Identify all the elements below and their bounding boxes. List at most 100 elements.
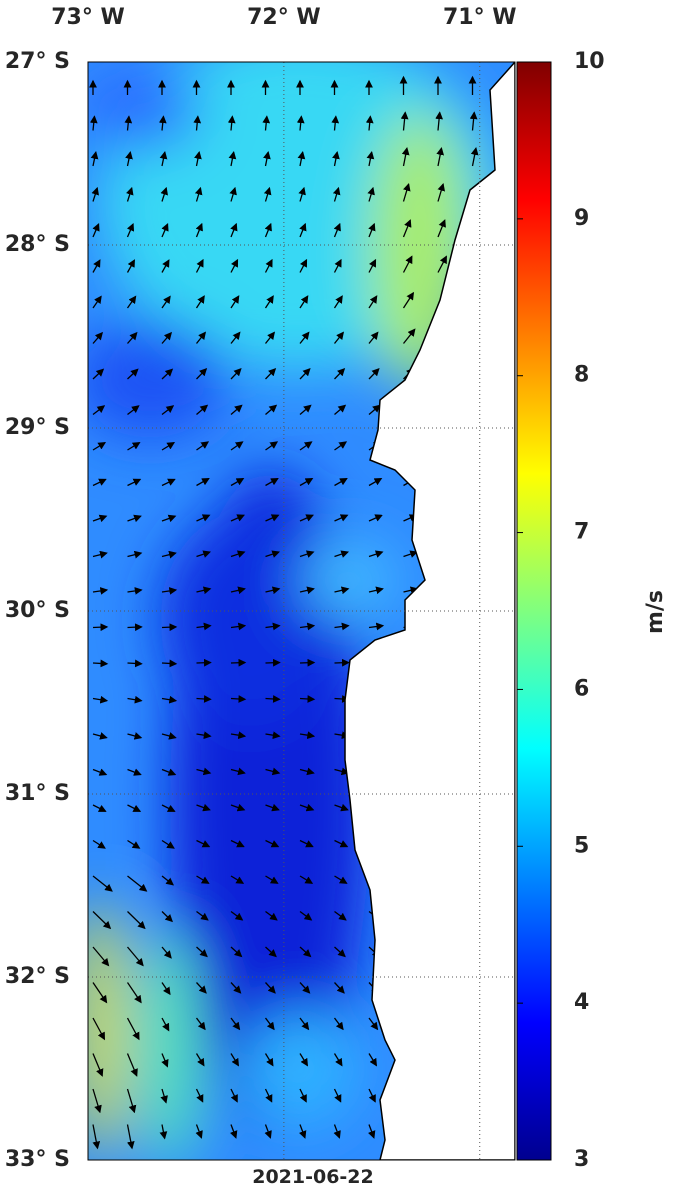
wind-arrow: [127, 550, 143, 559]
wind-arrow: [299, 695, 316, 703]
wind-arrow: [159, 151, 168, 167]
wind-arrow: [230, 550, 246, 558]
wind-arrow: [230, 982, 242, 994]
wind-arrow: [92, 875, 113, 892]
wind-arrow: [195, 295, 205, 309]
wind-arrow: [127, 659, 143, 668]
wind-arrow: [334, 946, 346, 958]
wind-arrow: [299, 586, 315, 595]
wind-arrow: [160, 186, 168, 202]
wind-arrow: [127, 587, 143, 595]
wind-arrow: [89, 115, 98, 131]
wind-arrow: [196, 550, 212, 558]
wind-arrow: [368, 222, 376, 238]
wind-arrow: [333, 258, 342, 273]
colorbar-tick-label: 8: [574, 363, 589, 388]
wind-arrow: [299, 477, 314, 487]
wind-arrow: [264, 258, 273, 273]
wind-arrow: [92, 623, 109, 632]
wind-arrow: [299, 910, 313, 921]
wind-arrow: [92, 331, 104, 344]
wind-arrow: [334, 875, 348, 884]
wind-arrow: [334, 550, 350, 558]
wind-arrow: [437, 219, 446, 238]
wind-arrow: [367, 1124, 376, 1139]
wind-arrow: [264, 222, 272, 238]
wind-arrow: [368, 1053, 377, 1067]
wind-arrow: [92, 514, 108, 523]
wind-arrow: [265, 946, 277, 958]
lat-tick-label: 33° S: [5, 1147, 70, 1172]
map-frame: [87, 61, 516, 1161]
land: [344, 62, 515, 1160]
wind-arrow: [126, 186, 134, 202]
wind-arrow: [92, 659, 109, 668]
colorbar-tick-label: 9: [574, 206, 589, 231]
wind-arrow: [334, 441, 348, 451]
wind-arrow: [195, 222, 203, 238]
wind-arrow: [92, 982, 108, 1004]
wind-arrow: [195, 1124, 203, 1139]
wind-arrow: [126, 295, 137, 309]
wind-arrow: [161, 875, 175, 886]
wind-arrow: [368, 586, 384, 595]
wind-arrow: [161, 587, 178, 595]
wind-arrow: [92, 295, 102, 309]
wind-arrow: [265, 367, 277, 380]
lon-tick-label: 72° W: [247, 5, 321, 30]
lat-tick-label: 29° S: [5, 415, 70, 440]
lat-tick-label: 28° S: [5, 232, 70, 257]
wind-arrow: [368, 331, 379, 344]
wind-arrow: [230, 331, 241, 344]
wind-arrow: [299, 514, 314, 522]
wind-arrow: [230, 803, 246, 812]
wind-arrow: [334, 910, 347, 921]
wind-arrow: [265, 982, 276, 994]
wind-arrow: [334, 982, 345, 994]
wind-arrow: [230, 767, 246, 776]
date-label: 2021-06-22: [252, 1166, 374, 1188]
wind-arrow: [299, 295, 309, 309]
wind-arrow: [265, 767, 281, 776]
wind-arrow: [230, 441, 244, 451]
wind-arrow: [402, 219, 412, 238]
wind-arrow: [298, 186, 306, 202]
wind-arrow: [161, 1053, 169, 1068]
wind-arrow: [92, 695, 109, 704]
wind-arrow: [265, 586, 281, 595]
wind-arrow: [265, 477, 279, 487]
wind-arrow: [196, 875, 210, 884]
colorbar-tick-label: 3: [574, 1147, 589, 1172]
wind-arrow: [92, 550, 108, 559]
wind-arrow: [196, 910, 209, 921]
wind-arrow: [333, 295, 343, 309]
wind-arrow: [92, 732, 108, 740]
wind-arrow: [127, 695, 143, 704]
wind-arrow: [92, 1017, 106, 1041]
wind-arrow: [196, 441, 210, 451]
wind-arrow: [126, 1088, 137, 1114]
wind-arrow: [368, 514, 383, 522]
wind-arrow: [196, 622, 212, 631]
wind-arrow: [400, 111, 409, 131]
colorbar: [516, 61, 552, 1161]
wind-arrow: [193, 115, 202, 131]
wind-arrow: [230, 695, 247, 703]
wind-arrow: [333, 1053, 343, 1067]
wind-arrow: [368, 550, 384, 558]
wind-arrow: [230, 731, 247, 740]
wind-arrow: [196, 982, 207, 994]
wind-arrow: [161, 659, 178, 668]
wind-arrow: [265, 695, 281, 703]
wind-arrow: [262, 115, 271, 131]
wind-arrow: [230, 367, 242, 380]
wind-arrow: [299, 1053, 308, 1067]
wind-arrow: [402, 182, 411, 202]
wind-arrow: [296, 115, 305, 131]
wind-arrow: [265, 404, 278, 415]
wind-arrow: [403, 550, 419, 558]
wind-arrow: [161, 514, 177, 523]
wind-arrow: [368, 367, 380, 380]
wind-arrow: [331, 115, 340, 131]
